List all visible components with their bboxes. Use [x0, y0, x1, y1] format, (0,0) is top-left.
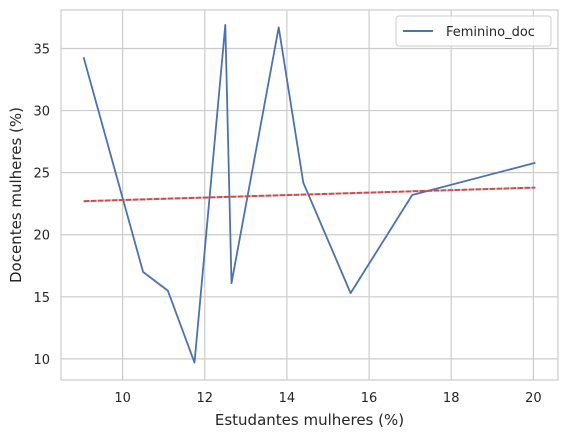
y-tick-label: 25: [33, 167, 50, 182]
x-tick-label: 18: [443, 391, 460, 406]
plot-frame: [60, 9, 559, 381]
x-tick-label: 14: [279, 391, 296, 406]
y-axis-label: Docentes mulheres (%): [7, 107, 25, 283]
x-tick-label: 16: [361, 391, 378, 406]
x-axis-label: Estudantes mulheres (%): [215, 411, 404, 429]
tick-labels: 10 12 14 16 18 20 10 15 20 25 30 35: [33, 42, 541, 406]
x-tick-label: 12: [196, 391, 213, 406]
grid: [61, 10, 558, 380]
series-line-feminino-doc: [82, 23, 536, 364]
x-tick-label: 10: [114, 391, 131, 406]
x-tick-label: 20: [525, 391, 542, 406]
y-tick-label: 15: [33, 291, 50, 306]
y-tick-label: 20: [33, 229, 50, 244]
y-tick-label: 35: [33, 42, 50, 57]
trend-line: [83, 186, 536, 203]
legend-box: [395, 15, 552, 47]
legend-label: Feminino_doc: [446, 25, 535, 40]
y-tick-label: 30: [33, 105, 50, 120]
series-layer: [82, 23, 536, 364]
y-tick-label: 10: [33, 353, 50, 368]
legend: Feminino_doc: [395, 15, 552, 47]
